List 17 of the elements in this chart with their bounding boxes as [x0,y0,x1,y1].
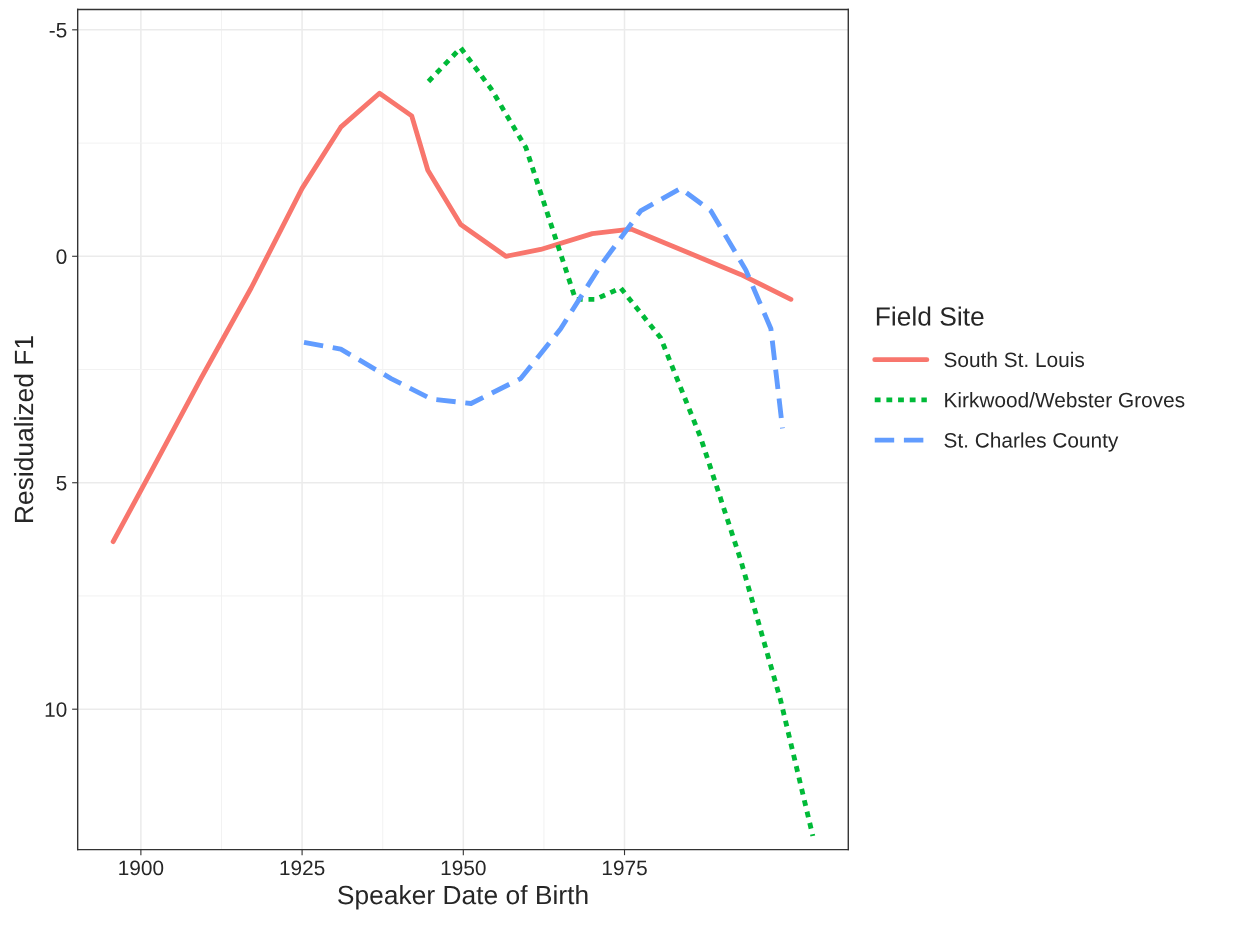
legend-title: Field Site [876,306,984,326]
y-tick-label: 5 [56,475,67,491]
x-tick-label: 1925 [280,860,325,876]
y-tick-label: 10 [45,702,67,717]
legend-label: St. Charles County [944,432,1119,452]
y-tick-label: -5 [49,23,67,38]
x-tick-label: 1975 [602,860,647,876]
x-tick-label: 1900 [119,860,164,876]
legend-label: South St. Louis [944,351,1085,368]
x-tick-label: 1950 [441,860,486,876]
line-series [301,185,785,431]
y-tick-label: 0 [56,249,67,265]
legend-label: Kirkwood/Webster Groves [945,392,1185,408]
line-series [110,90,794,545]
x-axis-title: Speaker Date of Birth [338,884,588,910]
y-axis-title: Residualized F1 [13,336,34,522]
line-series [426,45,816,839]
